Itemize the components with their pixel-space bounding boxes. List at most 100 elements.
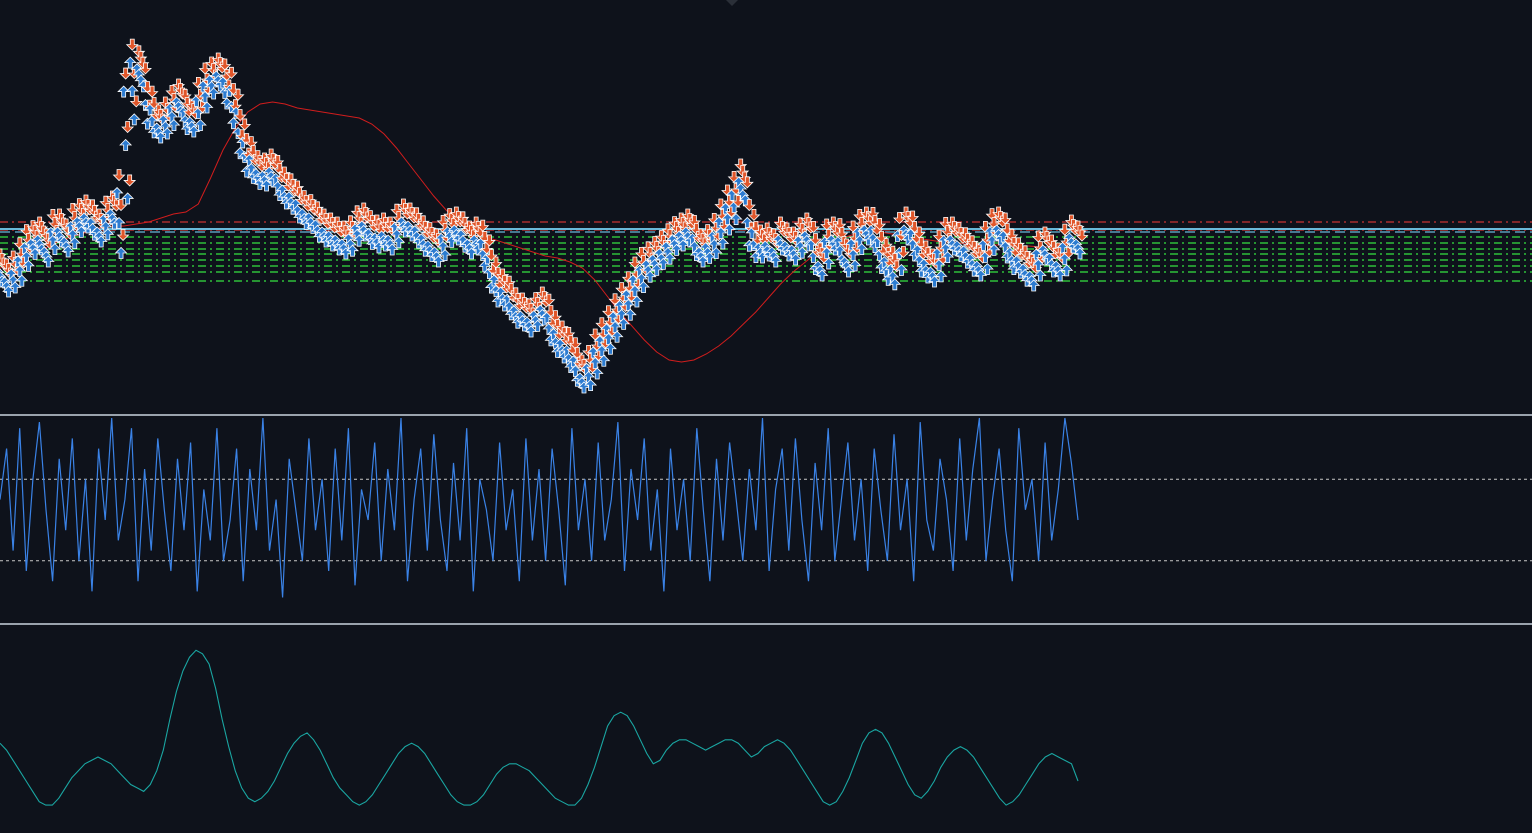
buy-arrow-icon bbox=[987, 243, 1001, 256]
sell-arrow-icon bbox=[833, 218, 847, 231]
buy-arrow-icon bbox=[643, 270, 657, 283]
sell-arrow-icon bbox=[740, 176, 754, 189]
buy-arrow-icon bbox=[110, 186, 124, 199]
sell-arrow-icon bbox=[568, 337, 582, 350]
sell-arrow-icon bbox=[879, 238, 893, 251]
buy-arrow-icon bbox=[650, 263, 664, 276]
buy-arrow-icon bbox=[68, 237, 82, 249]
sell-arrow-icon bbox=[747, 208, 761, 221]
sell-arrow-icon bbox=[218, 58, 232, 71]
buy-arrow-icon bbox=[795, 246, 809, 259]
buy-arrow-icon bbox=[121, 192, 135, 205]
buy-arrow-icon bbox=[21, 259, 35, 272]
buy-arrow-icon bbox=[716, 237, 730, 250]
buy-arrow-icon bbox=[723, 223, 736, 236]
buy-arrow-icon bbox=[974, 269, 988, 282]
sell-arrow-icon bbox=[178, 89, 192, 101]
sell-arrow-icon bbox=[562, 327, 576, 339]
buy-arrow-icon bbox=[888, 278, 902, 291]
sell-arrow-icon bbox=[139, 62, 152, 75]
buy-arrow-icon bbox=[663, 252, 677, 265]
buy-arrow-icon bbox=[1031, 258, 1045, 271]
buy-arrow-icon bbox=[842, 265, 855, 278]
buy-arrow-icon bbox=[1060, 264, 1074, 277]
buy-arrow-icon bbox=[789, 253, 803, 266]
buy-arrow-icon bbox=[114, 246, 128, 259]
buy-arrow-icon bbox=[588, 356, 602, 369]
sell-arrow-icon bbox=[998, 212, 1012, 225]
oscillator-line bbox=[0, 417, 1079, 598]
buy-arrow-icon bbox=[41, 255, 55, 268]
buy-arrow-icon bbox=[207, 87, 221, 100]
buy-arrow-icon bbox=[127, 113, 141, 126]
sell-arrow-icon bbox=[866, 207, 880, 219]
buy-arrow-icon bbox=[894, 263, 908, 276]
buy-arrow-icon bbox=[623, 308, 637, 321]
sell-arrow-icon bbox=[225, 66, 238, 79]
buy-arrow-icon bbox=[191, 106, 205, 119]
sell-arrow-icon bbox=[198, 62, 212, 75]
buy-arrow-icon bbox=[603, 342, 617, 355]
buy-arrow-icon bbox=[385, 243, 399, 256]
sell-arrow-icon bbox=[392, 211, 406, 224]
sell-arrow-icon bbox=[870, 223, 884, 236]
buy-arrow-icon bbox=[1027, 279, 1041, 292]
buy-arrow-icon bbox=[15, 274, 29, 287]
buy-arrow-icon bbox=[1073, 247, 1087, 260]
sell-arrow-icon bbox=[912, 226, 926, 239]
buy-arrow-icon bbox=[568, 364, 582, 377]
buy-arrow-icon bbox=[597, 354, 611, 367]
lower-indicator-series bbox=[0, 649, 1079, 806]
buy-arrow-icon bbox=[1033, 269, 1047, 282]
buy-arrow-icon bbox=[167, 119, 181, 131]
buy-arrow-icon bbox=[590, 367, 604, 380]
buy-arrow-icon bbox=[595, 344, 609, 357]
scroll-marker-icon[interactable] bbox=[726, 0, 738, 6]
buy-arrow-icon bbox=[125, 84, 139, 97]
sell-arrow-icon bbox=[549, 310, 562, 323]
buy-arrow-icon bbox=[709, 247, 723, 259]
buy-arrow-icon bbox=[193, 119, 207, 132]
buy-arrow-icon bbox=[13, 264, 27, 277]
sell-arrow-icon bbox=[476, 219, 490, 232]
sell-arrow-icon bbox=[145, 85, 159, 98]
buy-arrow-icon bbox=[189, 94, 203, 107]
buy-arrow-icon bbox=[736, 189, 750, 202]
buy-arrow-icon bbox=[815, 269, 829, 282]
sell-arrow-icon bbox=[873, 218, 887, 231]
sell-arrow-icon bbox=[734, 158, 748, 171]
sell-arrow-icon bbox=[229, 99, 242, 112]
sell-arrow-icon bbox=[233, 109, 247, 122]
buy-arrow-icon bbox=[822, 257, 836, 270]
sell-arrow-icon bbox=[114, 199, 128, 212]
buy-arrow-icon bbox=[584, 379, 598, 391]
buy-arrow-icon bbox=[980, 263, 994, 276]
buy-arrow-icon bbox=[123, 56, 137, 69]
sell-arrow-icon bbox=[101, 203, 115, 216]
buy-arrow-icon bbox=[630, 295, 644, 308]
buy-arrow-icon bbox=[101, 228, 115, 241]
buy-arrow-icon bbox=[346, 244, 359, 257]
buy-arrow-icon bbox=[932, 258, 946, 271]
sell-arrow-icon bbox=[271, 155, 285, 167]
buy-arrow-icon bbox=[8, 281, 22, 294]
buy-arrow-icon bbox=[48, 243, 62, 255]
sell-arrow-icon bbox=[484, 249, 498, 262]
sell-arrow-icon bbox=[489, 256, 503, 269]
buy-arrow-icon bbox=[601, 332, 615, 345]
sell-arrow-icon bbox=[896, 246, 910, 259]
sell-arrow-icon bbox=[919, 240, 933, 253]
sell-arrow-icon bbox=[244, 136, 258, 149]
buy-arrow-icon bbox=[112, 216, 126, 229]
buy-arrow-icon bbox=[117, 85, 131, 98]
sell-arrow-icon bbox=[116, 229, 130, 242]
buy-arrow-icon bbox=[160, 127, 174, 140]
buy-arrow-icon bbox=[61, 245, 75, 258]
sell-arrow-icon bbox=[123, 174, 137, 187]
buy-arrow-icon bbox=[227, 117, 240, 130]
buy-arrow-icon bbox=[438, 249, 452, 261]
buy-arrow-icon bbox=[432, 255, 445, 268]
sell-arrow-icon bbox=[125, 38, 139, 51]
sell-arrow-icon bbox=[231, 88, 245, 101]
